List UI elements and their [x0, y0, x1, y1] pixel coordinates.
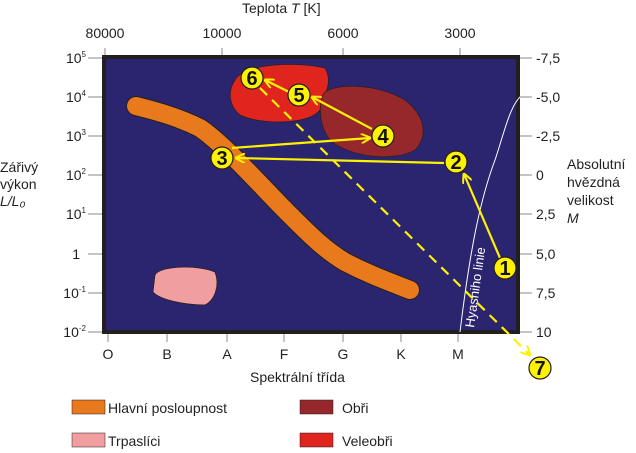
top-tick-label: 3000	[444, 25, 475, 41]
legend-label-supergiants: Veleobři	[342, 433, 393, 449]
top-tick-label: 80000	[86, 25, 125, 41]
bottom-tick-label: K	[396, 346, 406, 362]
legend-swatch-giants	[299, 399, 334, 415]
legend-swatch-dwarfs	[71, 432, 106, 448]
bottom-axis-title: Spektrální třída	[250, 369, 345, 385]
stage-point-7: 7	[528, 356, 552, 380]
legend-label-giants: Obři	[342, 400, 368, 416]
right-tick-label: 5,0	[536, 246, 556, 262]
stage-point-4: 4	[371, 124, 395, 148]
left-axis-title-var: L/L₀	[0, 193, 25, 209]
right-axis-title-3: velikost	[567, 192, 614, 208]
stage-point-1: 1	[493, 256, 517, 280]
evolution-path	[231, 80, 530, 355]
stage-point-5: 5	[287, 83, 311, 107]
svg-text:1: 1	[499, 258, 510, 280]
stage-point-6: 6	[240, 66, 264, 90]
right-tick-label: -7,5	[536, 50, 560, 66]
left-tick-label: 101	[66, 206, 87, 222]
legend-label-dwarfs: Trpaslíci	[108, 433, 160, 449]
svg-text:4: 4	[377, 126, 389, 148]
right-axis-title-1: Absolutní	[567, 156, 625, 172]
bottom-tick-label: B	[162, 346, 171, 362]
legend-label-main-sequence: Hlavní posloupnost	[108, 400, 227, 416]
left-tick-label: 105	[66, 50, 87, 66]
right-tick-label: -5,0	[536, 89, 560, 105]
right-tick-label: 2,5	[536, 206, 556, 222]
right-tick-label: 7,5	[536, 285, 556, 301]
bottom-tick-label: O	[103, 346, 114, 362]
left-tick-label: 104	[66, 89, 87, 105]
left-tick-label: 1	[72, 246, 80, 262]
right-axis-title-var: M	[567, 210, 579, 226]
bottom-tick-label: G	[338, 346, 349, 362]
right-tick-label: 10	[536, 324, 552, 340]
left-axis-title-2: výkon	[0, 176, 37, 192]
hayashi-line	[459, 94, 523, 333]
svg-text:7: 7	[534, 358, 545, 380]
left-tick-label: 10-1	[63, 285, 86, 301]
legend-swatch-main-sequence	[71, 399, 106, 415]
main-sequence-band	[127, 97, 419, 299]
svg-text:2: 2	[450, 152, 461, 174]
left-tick-label: 103	[66, 128, 87, 144]
svg-text:6: 6	[246, 68, 257, 90]
top-axis-title: Teplota T [K]	[242, 0, 321, 16]
dwarfs-region	[152, 266, 218, 306]
left-axis-title-1: Zářivý	[0, 159, 38, 175]
left-tick-label: 10-2	[63, 324, 86, 340]
legend-swatch-supergiants	[299, 432, 334, 448]
right-tick-label: 0	[536, 167, 544, 183]
bottom-tick-label: A	[222, 346, 232, 362]
bottom-tick-label: F	[280, 346, 289, 362]
stage-point-2: 2	[444, 150, 468, 174]
top-tick-label: 6000	[327, 25, 358, 41]
left-tick-label: 102	[66, 167, 87, 183]
bottom-tick-label: M	[452, 346, 464, 362]
top-tick-label: 10000	[203, 25, 242, 41]
right-tick-label: -2,5	[536, 128, 560, 144]
right-axis-title-2: hvězdná	[567, 174, 620, 190]
svg-text:3: 3	[216, 148, 227, 170]
stage-point-3: 3	[210, 146, 234, 170]
legend: Hlavní posloupnost Obři Trpaslíci Veleob…	[71, 399, 393, 449]
svg-text:5: 5	[293, 85, 304, 107]
